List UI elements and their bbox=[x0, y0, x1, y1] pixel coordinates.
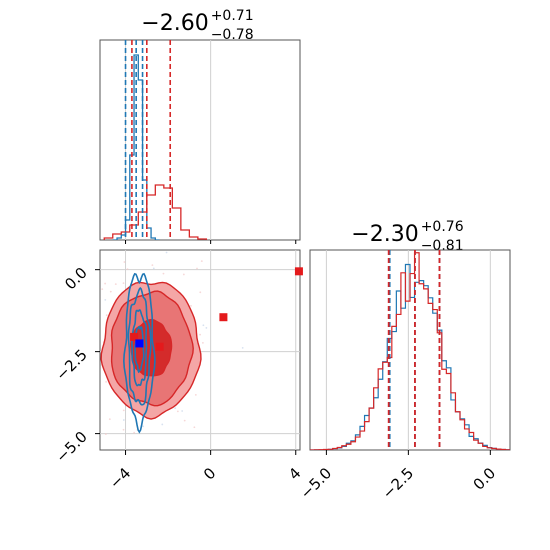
scatter-point bbox=[94, 321, 96, 323]
scatter-point bbox=[165, 251, 168, 254]
scatter-point bbox=[161, 423, 164, 426]
x-tick-label: −2.5 bbox=[379, 464, 417, 502]
scatter-point bbox=[122, 428, 125, 431]
blue-contour bbox=[131, 309, 148, 387]
scatter-point bbox=[34, 298, 36, 300]
x-axis-ticks: −5.0 −2.5 0.0 bbox=[297, 450, 499, 503]
y-tick-label: 0.0 bbox=[61, 264, 91, 294]
scatter-point bbox=[190, 305, 192, 307]
scatter-point bbox=[105, 314, 108, 317]
marker-square bbox=[219, 313, 228, 322]
x-axis-ticks: −4 0 4 bbox=[106, 450, 305, 492]
scatter-point bbox=[241, 346, 244, 349]
histogram-series bbox=[103, 184, 208, 240]
scatter-point bbox=[174, 407, 177, 410]
scatter-point bbox=[202, 324, 205, 327]
scatter-point bbox=[104, 298, 107, 301]
scatter-point bbox=[152, 267, 155, 270]
scatter-point bbox=[201, 342, 204, 344]
marker-square bbox=[294, 267, 303, 276]
scatter-point bbox=[92, 368, 94, 370]
scatter-point bbox=[176, 410, 179, 413]
scatter-point bbox=[114, 283, 117, 286]
scatter-point bbox=[104, 433, 107, 436]
scatter-point bbox=[141, 452, 143, 454]
scatter-point bbox=[193, 426, 196, 429]
histogram-series bbox=[310, 252, 510, 450]
title-base: −2.30 bbox=[351, 222, 418, 247]
grid bbox=[325, 250, 491, 450]
scatter-point bbox=[122, 409, 125, 412]
scatter-point bbox=[126, 268, 129, 271]
y-axis-ticks: 0.0 −2.5 −5.0 bbox=[52, 264, 100, 466]
title-sub: −0.78 bbox=[211, 27, 254, 43]
histogram-content bbox=[310, 250, 510, 450]
scatter-point bbox=[162, 272, 165, 275]
scatter-point bbox=[123, 261, 126, 263]
panel-title-bottom-right: −2.30 bbox=[351, 222, 418, 247]
scatter-point bbox=[101, 288, 104, 290]
blue-contour bbox=[134, 325, 145, 374]
scatter-point bbox=[108, 418, 111, 421]
histogram-series bbox=[112, 54, 160, 240]
x-tick-label: 0.0 bbox=[470, 464, 500, 494]
scatter-point bbox=[199, 291, 202, 294]
x-tick-label: 0 bbox=[200, 464, 219, 483]
scatter-point bbox=[142, 425, 145, 428]
scatter-point bbox=[109, 290, 112, 293]
scatter-point bbox=[122, 419, 125, 421]
y-tick-label: −5.0 bbox=[52, 428, 90, 466]
histogram-content bbox=[103, 40, 208, 240]
panel-title-top-left: −2.60 bbox=[141, 11, 208, 36]
x-tick-label: −5.0 bbox=[297, 464, 335, 502]
scatter-point bbox=[205, 327, 208, 329]
scatter-point bbox=[133, 431, 136, 434]
panel-bottom-right: −5.0 −2.5 0.0 bbox=[297, 249, 511, 503]
scatter-point bbox=[142, 520, 144, 522]
marker-square bbox=[130, 332, 139, 341]
x-tick-label: 4 bbox=[285, 464, 304, 483]
scatter-point bbox=[182, 273, 185, 276]
blue-contour bbox=[127, 286, 152, 406]
blue-contour bbox=[123, 272, 156, 434]
title-sup: +0.71 bbox=[211, 8, 254, 24]
scatter-point bbox=[200, 260, 203, 262]
scatter-point bbox=[199, 333, 201, 336]
title-sup: +0.76 bbox=[421, 219, 464, 235]
marker-square bbox=[135, 339, 144, 348]
scatter-point bbox=[194, 393, 197, 396]
scatter-point bbox=[183, 419, 186, 422]
scatter-point bbox=[104, 282, 107, 285]
scatter-point bbox=[97, 343, 99, 345]
title-base: −2.60 bbox=[141, 11, 208, 36]
panel-bottom-left: −4 0 4 0.0 −2.5 −5.0 bbox=[34, 249, 305, 522]
scatter-point bbox=[181, 410, 184, 412]
scatter-point bbox=[196, 267, 198, 270]
y-tick-label: −2.5 bbox=[52, 346, 90, 384]
marker-square bbox=[155, 342, 164, 351]
panel-top-left bbox=[99, 39, 301, 244]
contour-content bbox=[34, 251, 244, 522]
scatter-point bbox=[151, 264, 154, 267]
scatter-point bbox=[122, 282, 125, 285]
scatter-point bbox=[105, 380, 108, 383]
scatter-point bbox=[92, 339, 94, 341]
x-tick-label: −4 bbox=[106, 464, 134, 492]
markers-overlay bbox=[130, 267, 303, 351]
